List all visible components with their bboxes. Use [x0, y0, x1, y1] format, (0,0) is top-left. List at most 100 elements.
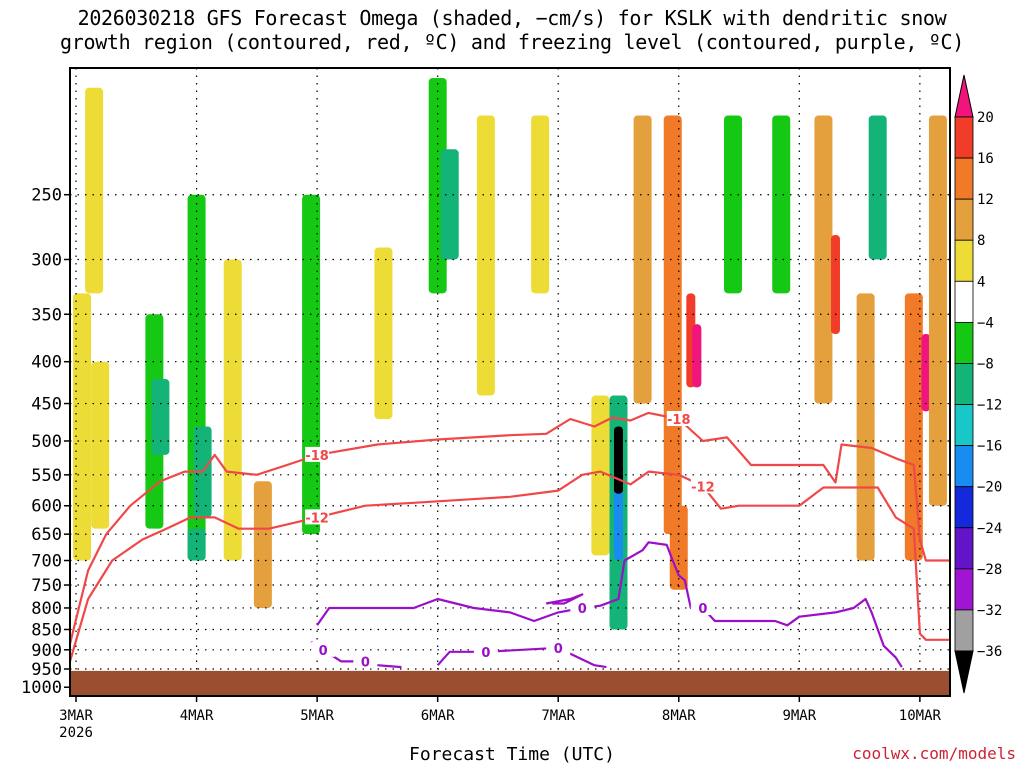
omega-cell-11: [374, 247, 393, 419]
contour-label-4-1: 0: [554, 642, 563, 657]
credit-link[interactable]: coolwx.com/models: [852, 744, 1016, 763]
omega-cell-16: [591, 395, 610, 556]
contour-label-1-1: -12: [691, 480, 715, 495]
ground-layer: [70, 670, 950, 696]
colorbar-swatch-5: [954, 321, 974, 364]
contour-label-bg-1-0: [305, 509, 330, 525]
title-line-2: growth region (contoured, red, ºC) and f…: [59, 30, 965, 54]
contour-label-bg-4-0: [473, 643, 498, 659]
xtick-label-8MAR: 8MAR: [662, 708, 696, 724]
ytick-label-450: 450: [31, 395, 62, 415]
ytick-label-800: 800: [31, 599, 62, 619]
omega-cell-29: [856, 293, 875, 561]
omega-cell-15: [531, 115, 550, 294]
ytick-label-350: 350: [31, 305, 62, 325]
ytick-label-850: 850: [31, 620, 62, 640]
contour-label-0-1: -18: [667, 413, 691, 428]
colorbar-label-9: −20: [977, 480, 1002, 496]
omega-cell-14: [476, 115, 495, 396]
colorbar-label-7: −12: [977, 398, 1002, 414]
xtick-label-7MAR: 7MAR: [541, 708, 575, 724]
ytick-label-950: 950: [31, 660, 62, 680]
contour-label-2-0: 0: [578, 602, 587, 617]
contour-freezing-4: [436, 646, 607, 669]
ytick-label-1000: 1000: [21, 678, 62, 698]
contour-label-0-0: -18: [305, 449, 329, 464]
colorbar-swatch-6: [954, 363, 974, 405]
y-axis: 2503003504004505005506006507007508008509…: [21, 186, 70, 698]
omega-cell-19: [613, 426, 623, 494]
xtick-label-5MAR: 5MAR: [300, 708, 334, 724]
ytick-label-250: 250: [31, 186, 62, 206]
contour-label-bg-3-1: [353, 653, 378, 669]
xtick-label-4MAR: 4MAR: [180, 708, 214, 724]
ytick-label-900: 900: [31, 641, 62, 661]
colorbar-swatch-1: [954, 157, 974, 200]
colorbar-label-1: 16: [977, 151, 994, 167]
omega-cell-20: [633, 115, 652, 404]
contour-dendritic-0: [70, 411, 950, 645]
omega-cell-21: [663, 115, 682, 535]
title-line-1: 2026030218 GFS Forecast Omega (shaded, −…: [77, 6, 947, 30]
omega-cell-9: [253, 481, 272, 608]
contour-label-4-0: 0: [481, 646, 490, 661]
colorbar-label-2: 12: [977, 192, 994, 208]
xtick-label-6MAR: 6MAR: [421, 708, 455, 724]
contour-lines: -18 -18 -12 -12 0 0 0 0 0 0: [70, 410, 950, 670]
xtick-label-3MAR: 3MAR: [59, 708, 93, 724]
omega-cell-30: [868, 115, 887, 260]
omega-cell-8: [223, 259, 242, 561]
colorbar-label-5: −4: [977, 315, 994, 331]
colorbar-swatch-12: [954, 609, 974, 652]
colorbar-label-11: −28: [977, 562, 1002, 578]
contour-label-2-1: 0: [698, 602, 707, 617]
colorbar-label-0: 20: [977, 110, 994, 126]
contour-label-bg-2-0: [570, 599, 595, 615]
contour-label-bg-2-1: [690, 599, 715, 615]
plot-frame: [69, 67, 951, 697]
contour-label-1-0: -12: [305, 511, 329, 526]
contour-label-bg-3-0: [311, 641, 336, 657]
omega-cell-32: [921, 333, 931, 412]
omega-cell-7: [187, 528, 206, 561]
plot-area: [70, 68, 950, 696]
ground-fill: [70, 670, 950, 696]
omega-cell-31: [904, 293, 923, 561]
colorbar-swatch-10: [954, 527, 974, 570]
contour-label-3-1: 0: [361, 655, 370, 670]
ytick-label-600: 600: [31, 497, 62, 517]
omega-cell-24: [669, 505, 688, 590]
colorbar-swatch-8: [954, 445, 974, 488]
omega-cell-25: [724, 115, 743, 294]
contour-label-3-0: 0: [319, 644, 328, 659]
xtick-sublabel-year: 2026: [59, 725, 93, 741]
colorbar-label-13: −36: [977, 644, 1002, 660]
omega-cell-26: [772, 115, 791, 294]
colorbar-top-arrow: [954, 74, 974, 118]
colorbar-label-3: 8: [977, 233, 985, 249]
ytick-label-550: 550: [31, 466, 62, 486]
omega-cell-33: [928, 115, 947, 506]
colorbar-label-4: 4: [977, 274, 985, 290]
omega-cell-0: [73, 293, 92, 561]
colorbar-swatch-9: [954, 486, 974, 529]
omega-cell-28: [830, 234, 840, 334]
contour-label-bg-0-0: [305, 446, 330, 462]
omega-cell-2: [85, 87, 104, 294]
colorbar-bottom-arrow: [954, 650, 974, 694]
colorbar-label-6: −8: [977, 356, 994, 372]
omega-cell-10: [302, 194, 321, 535]
colorbar-swatch-3: [954, 239, 974, 282]
contour-label-bg-1-1: [690, 478, 715, 494]
omega-cell-27: [814, 115, 833, 404]
contour-freezing-5: [545, 593, 584, 605]
contour-freezing-2: [316, 541, 903, 668]
ytick-label-700: 700: [31, 552, 62, 572]
colorbar: 20 16 12 8 4 −4 −8 −12 −16 −20 −24 −28 −32 −36: [954, 74, 1002, 694]
ytick-label-500: 500: [31, 432, 62, 452]
omega-cell-1: [91, 361, 110, 529]
ytick-label-650: 650: [31, 525, 62, 545]
omega-cell-23: [692, 324, 702, 388]
